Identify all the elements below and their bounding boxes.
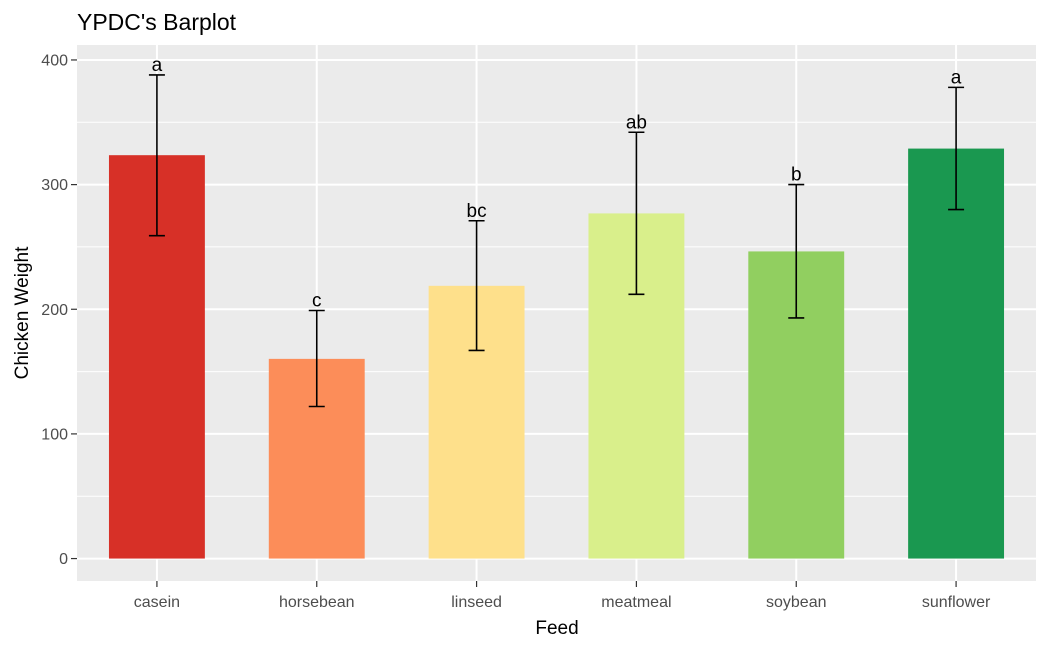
plot-panel (77, 45, 1036, 581)
chart-title: YPDC's Barplot (77, 9, 237, 35)
error-bar-horsebean (308, 309, 325, 408)
error-bar-soybean (788, 183, 805, 319)
error-bar-meatmeal (628, 131, 645, 296)
x-tick-label: meatmeal (601, 594, 671, 611)
y-tick-label: 100 (41, 426, 68, 443)
x-tick-label: linseed (451, 594, 502, 611)
x-axis: casein horsebean linseed meatmeal soybean sun… (134, 581, 991, 611)
x-tick-label: soybean (766, 594, 827, 611)
significance-label-meatmeal: ab (626, 112, 647, 133)
x-axis-title: Feed (535, 618, 578, 639)
error-bar-sunflower (948, 86, 965, 211)
error-bar-casein (148, 74, 165, 237)
y-tick-label: 0 (59, 551, 68, 568)
x-tick-label: sunflower (922, 594, 991, 611)
error-bars (148, 74, 965, 408)
bars (108, 148, 1005, 559)
y-tick-label: 200 (41, 302, 68, 319)
y-axis: 0 100 200 300 400 (41, 52, 77, 568)
significance-label-sunflower: a (951, 67, 962, 88)
significance-label-soybean: b (791, 165, 802, 186)
error-bar-linseed (468, 219, 485, 352)
significance-label-casein: a (152, 55, 163, 76)
y-axis-title: Chicken Weight (12, 246, 33, 379)
x-tick-label: casein (134, 594, 180, 611)
bar-sunflower (908, 148, 1005, 559)
y-tick-label: 300 (41, 177, 68, 194)
significance-label-horsebean: c (312, 291, 322, 312)
x-tick-label: horsebean (279, 594, 355, 611)
significance-label-linseed: bc (467, 201, 487, 222)
significance-labels: a c bc ab b a (152, 55, 962, 312)
y-tick-label: 400 (41, 52, 68, 69)
